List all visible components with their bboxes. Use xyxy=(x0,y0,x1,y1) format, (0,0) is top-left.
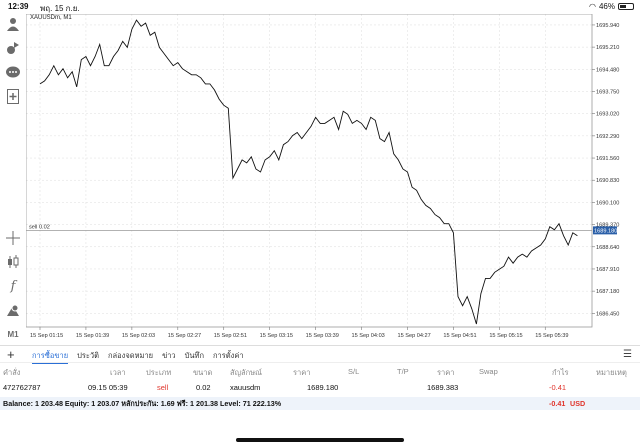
timeframe-icon[interactable]: M1 xyxy=(7,329,19,339)
current-price-badge xyxy=(593,226,617,235)
col-note: หมายเหตุ xyxy=(596,368,627,377)
y-tick-label: 1693.750 xyxy=(596,89,619,95)
status-date: พฤ. 15 ก.ย. xyxy=(40,4,80,13)
x-tick-label: 15 Sep 05:15 xyxy=(489,333,522,339)
x-axis-ticks: 15 Sep 01:15 15 Sep 01:39 15 Sep 02:03 15 S… xyxy=(30,327,569,339)
battery-icon xyxy=(618,3,634,10)
x-tick-label: 15 Sep 04:03 xyxy=(352,333,385,339)
x-tick-label: 15 Sep 02:03 xyxy=(122,333,155,339)
crosshair-icon[interactable] xyxy=(5,230,21,246)
bottom-tab-bar: + การซื้อขาย ประวัติ กล่องจดหมาย ข่าว บั… xyxy=(0,345,640,364)
add-order-button[interactable]: + xyxy=(7,347,15,362)
x-tick-label: 15 Sep 02:51 xyxy=(214,333,247,339)
balance-profit: -0.41 xyxy=(549,399,566,408)
status-time: 12:39 xyxy=(8,2,29,11)
plot-frame xyxy=(25,13,593,328)
function-icon[interactable]: f xyxy=(10,278,16,294)
y-axis-ticks: 1695.940 1695.210 1694.480 1693.750 1693.020… xyxy=(592,23,619,317)
x-tick-label: 15 Sep 03:15 xyxy=(260,333,293,339)
col-symbol: สัญลักษณ์ xyxy=(230,368,263,377)
positions-header: คำสั่ง เวลา ประเภท ขนาด สัญลักษณ์ ราคา S… xyxy=(0,367,640,379)
candles-icon[interactable] xyxy=(5,254,21,270)
current-price-label: 1689.180 xyxy=(594,228,617,234)
objects-icon[interactable] xyxy=(5,302,21,318)
x-tick-label: 15 Sep 05:39 xyxy=(535,333,568,339)
col-time: เวลา xyxy=(110,368,126,377)
col-swap: Swap xyxy=(479,367,498,376)
y-tick-label: 1690.830 xyxy=(596,178,619,184)
tab-settings[interactable]: การตั้งค่า xyxy=(213,351,244,360)
person-icon[interactable] xyxy=(5,16,21,32)
x-tick-label: 15 Sep 03:39 xyxy=(306,333,339,339)
home-indicator xyxy=(236,438,404,442)
y-tick-label: 1690.100 xyxy=(596,200,619,206)
chart-grid xyxy=(26,14,592,327)
sell-line-group: sell 0.02 1689.180 xyxy=(26,224,617,235)
y-tick-label: 1694.480 xyxy=(596,67,619,73)
position-symbol: xauusdm xyxy=(230,383,261,392)
y-tick-label: 1693.020 xyxy=(596,112,619,118)
x-tick-label: 15 Sep 04:51 xyxy=(443,333,476,339)
col-type: ประเภท xyxy=(146,368,172,377)
position-profit: -0.41 xyxy=(549,383,567,392)
panel-toggle-icon[interactable]: ☰ xyxy=(623,349,632,360)
status-bar: 12:39 พฤ. 15 ก.ย. ◠ 46% xyxy=(0,0,640,14)
col-tp: T/P xyxy=(397,367,409,376)
position-size: 0.02 xyxy=(196,383,211,392)
price-chart[interactable]: sell 0.02 1689.180 1695.940 1695.210 1694.4… xyxy=(25,13,640,344)
y-tick-label: 1689.370 xyxy=(596,223,619,229)
position-open-price: 1689.180 xyxy=(307,383,339,392)
x-tick-label: 15 Sep 01:15 xyxy=(30,333,63,339)
y-tick-label: 1688.640 xyxy=(596,245,619,251)
position-type: sell xyxy=(157,383,169,392)
balance-bar: Balance: 1 203.48 Equity: 1 203.07 หลักป… xyxy=(0,397,640,410)
chat-icon[interactable] xyxy=(5,64,21,80)
y-tick-label: 1695.210 xyxy=(596,45,619,51)
y-tick-label: 1692.290 xyxy=(596,134,619,140)
col-sl: S/L xyxy=(348,367,360,376)
col-price: ราคา xyxy=(293,368,311,377)
y-tick-label: 1687.910 xyxy=(596,267,619,273)
col-price2: ราคา xyxy=(437,368,455,377)
x-tick-label: 15 Sep 04:27 xyxy=(397,333,430,339)
balance-currency: USD xyxy=(570,399,586,408)
balance-text: Balance: 1 203.48 Equity: 1 203.07 หลักป… xyxy=(3,399,282,408)
wifi-icon: ◠ xyxy=(589,2,596,11)
position-order: 472762787 xyxy=(3,383,41,392)
add-document-icon[interactable] xyxy=(5,88,21,104)
battery-percent: 46% xyxy=(598,2,615,11)
sell-line-label: sell 0.02 xyxy=(29,224,50,230)
col-order: คำสั่ง xyxy=(3,368,21,377)
col-profit: กำไร xyxy=(552,368,569,377)
chart-svg[interactable]: sell 0.02 1689.180 1695.940 1695.210 1694.4… xyxy=(25,13,640,344)
y-tick-label: 1691.560 xyxy=(596,156,619,162)
left-toolbar: f M1 xyxy=(0,14,26,344)
battery-level xyxy=(620,5,626,8)
symbol-label: XAUUSDm, M1 xyxy=(30,15,72,21)
y-tick-label: 1686.450 xyxy=(596,311,619,317)
position-current-price: 1689.383 xyxy=(427,383,459,392)
tab-history[interactable]: ประวัติ xyxy=(77,351,100,360)
tab-journal[interactable]: บันทึก xyxy=(184,351,205,360)
y-tick-label: 1687.180 xyxy=(596,289,619,295)
exchange-icon[interactable] xyxy=(5,40,21,56)
status-right: ◠ 46% xyxy=(589,2,634,11)
col-size: ขนาด xyxy=(193,368,213,377)
tab-trade[interactable]: การซื้อขาย xyxy=(32,350,69,364)
x-tick-label: 15 Sep 02:27 xyxy=(168,333,201,339)
position-row[interactable]: 472762787 09.15 05:39 sell 0.02 xauusdm … xyxy=(0,383,640,395)
tabs-container: การซื้อขาย ประวัติ กล่องจดหมาย ข่าว บันท… xyxy=(32,350,244,364)
tab-news[interactable]: ข่าว xyxy=(162,351,176,360)
price-series-group xyxy=(39,19,578,325)
price-line xyxy=(39,19,578,325)
position-time: 09.15 05:39 xyxy=(88,383,128,392)
y-tick-label: 1695.940 xyxy=(596,23,619,29)
x-tick-label: 15 Sep 01:39 xyxy=(76,333,109,339)
tab-mailbox[interactable]: กล่องจดหมาย xyxy=(108,351,154,360)
